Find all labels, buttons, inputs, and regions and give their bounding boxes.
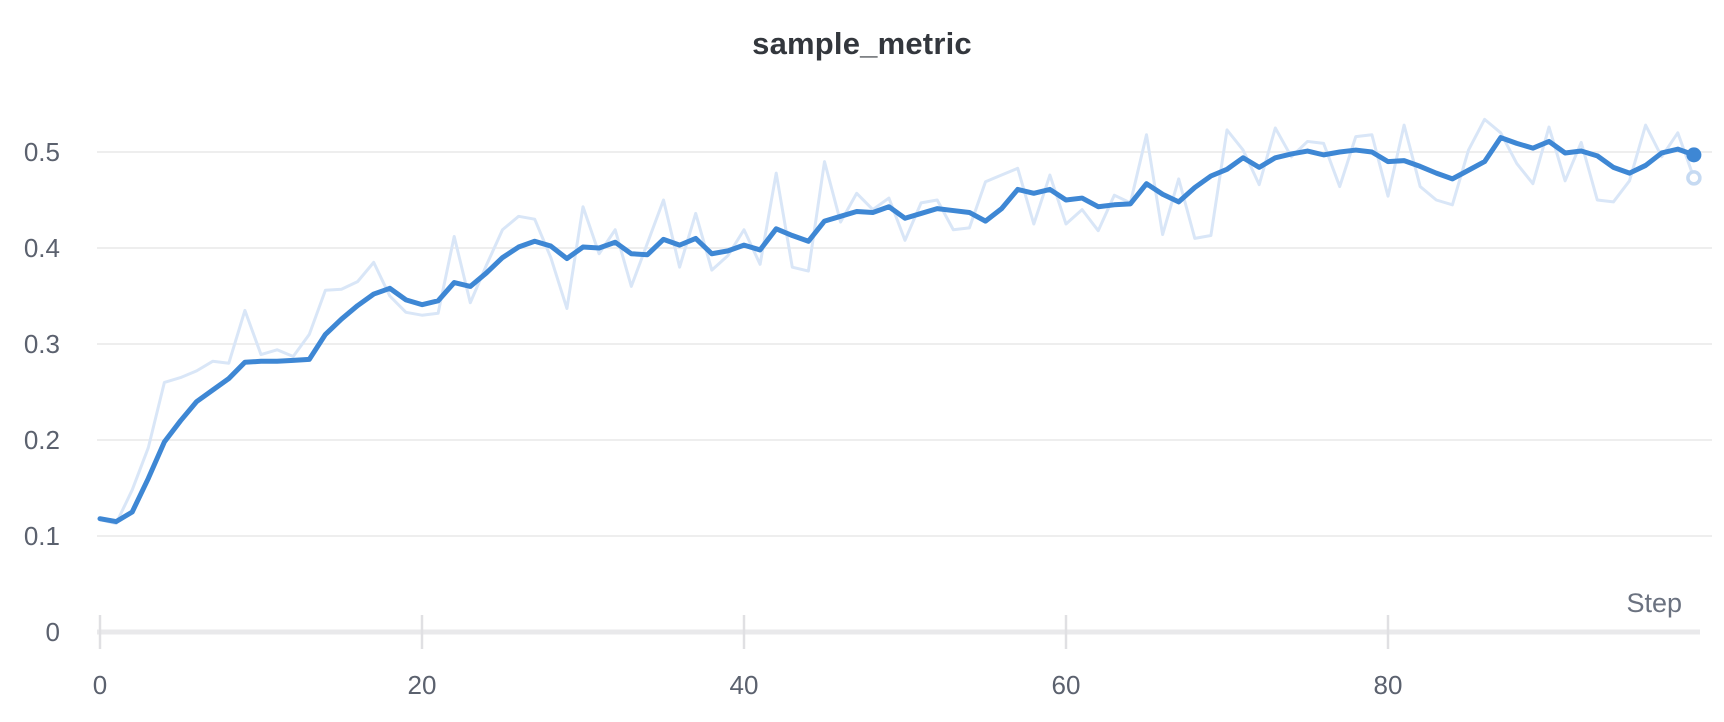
- raw-series-line: [98, 117, 1696, 526]
- chart-title: sample_metric: [752, 26, 972, 61]
- y-tick-label: 0.1: [24, 521, 60, 551]
- y-tick-label: 0: [46, 617, 60, 647]
- x-axis-title: Step: [1626, 588, 1682, 618]
- raw-end-ring: [1686, 170, 1702, 186]
- y-tick-label: 0.4: [24, 233, 60, 263]
- smoothed-series-line: [97, 135, 1697, 525]
- y-tick-label: 0.5: [24, 137, 60, 167]
- x-tick-label: 40: [730, 670, 759, 700]
- y-tick-label: 0.3: [24, 329, 60, 359]
- x-tick-label: 20: [408, 670, 437, 700]
- y-tick-label: 0.2: [24, 425, 60, 455]
- smoothed-end-dot: [1686, 147, 1702, 163]
- x-tick-label: 0: [93, 670, 107, 700]
- x-tick-label: 80: [1374, 670, 1403, 700]
- x-tick-label: 60: [1052, 670, 1081, 700]
